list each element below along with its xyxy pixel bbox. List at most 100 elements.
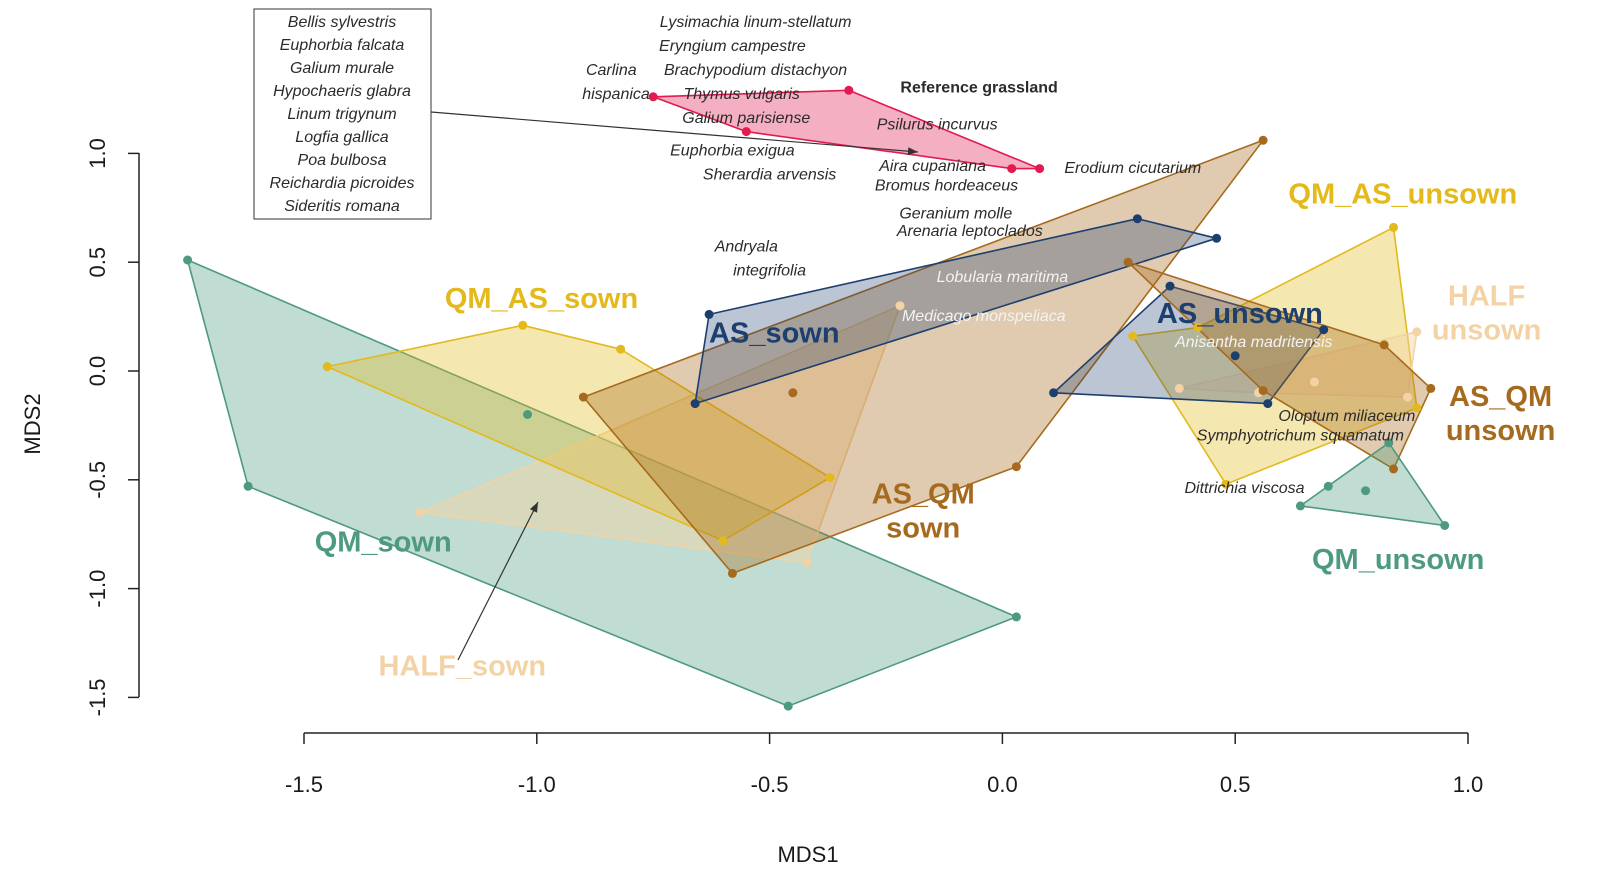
species-box-item-sideritis-romana: Sideritis romana bbox=[284, 198, 400, 215]
qm-sown-point-2 bbox=[783, 701, 793, 711]
as-unsown-point-1 bbox=[1165, 281, 1175, 291]
as-sown-label: AS_sown bbox=[709, 318, 840, 350]
qm-sown-point-4 bbox=[523, 410, 532, 419]
y-axis-title: MDS2 bbox=[20, 393, 45, 454]
species-box-item-galium-murale: Galium murale bbox=[290, 60, 394, 77]
species-box-item-reichardia-picroides: Reichardia picroides bbox=[270, 175, 415, 192]
x-tick-label-0: -1.5 bbox=[285, 772, 323, 797]
species-label-aira-cupaniana: Aira cupaniana bbox=[878, 158, 986, 175]
half-unsown-point-0 bbox=[1412, 327, 1422, 337]
half-sown-point-2 bbox=[895, 301, 905, 311]
group-points bbox=[183, 85, 1450, 711]
qm-sown-label: QM_sown bbox=[315, 527, 452, 559]
species-label-sherardia-arvensis: Sherardia arvensis bbox=[703, 167, 836, 184]
half-sown-point-1 bbox=[802, 558, 812, 567]
qm-as-unsown-point-2 bbox=[1221, 479, 1231, 489]
species-label-lobularia-maritima: Lobularia maritima bbox=[937, 269, 1069, 286]
x-tick-label-4: 0.5 bbox=[1220, 772, 1251, 797]
qm-sown-point-1 bbox=[243, 481, 253, 491]
species-label-euphorbia-exigua: Euphorbia exigua bbox=[670, 143, 795, 160]
species-box-arrow bbox=[430, 111, 919, 153]
as-sown-point-2 bbox=[1212, 233, 1222, 243]
species-box: Bellis sylvestris Euphorbia falcata Galium… bbox=[253, 8, 432, 220]
qm-unsown-point-3 bbox=[1323, 481, 1333, 491]
y-tick-label-5: 1.0 bbox=[85, 138, 110, 169]
as-qm-unsown-point-4 bbox=[1258, 386, 1268, 396]
x-ticks: -1.5 -1.0 -0.5 0.0 0.5 1.0 bbox=[285, 733, 1483, 797]
as-qm-unsown-hull bbox=[1127, 261, 1432, 470]
species-label-andryala: Andryala bbox=[714, 238, 778, 255]
y-tick-label-4: 0.5 bbox=[85, 247, 110, 278]
qm-as-sown-hull bbox=[326, 324, 831, 542]
species-labels: Lysimachia linum-stellatum Eryngium campe… bbox=[582, 14, 1415, 497]
species-box-item-poa-bulbosa: Poa bulbosa bbox=[298, 152, 387, 169]
reference-grassland-point-2 bbox=[1035, 164, 1045, 174]
species-label-eryngium-campestre: Eryngium campestre bbox=[659, 38, 806, 55]
x-tick-label-2: -0.5 bbox=[751, 772, 789, 797]
species-label-anisantha-madritensis: Anisantha madritensis bbox=[1174, 334, 1332, 351]
y-tick-label-3: 0.0 bbox=[85, 356, 110, 387]
species-label-bromus-hordeaceus: Bromus hordeaceus bbox=[875, 177, 1018, 194]
species-label-galium-parisiense: Galium parisiense bbox=[682, 110, 810, 127]
as-sown-point-3 bbox=[690, 399, 700, 409]
qm-as-unsown-hull bbox=[1132, 226, 1418, 486]
qm-unsown-point-4 bbox=[1361, 486, 1371, 496]
as-qm-sown-point-1 bbox=[1258, 135, 1268, 145]
species-label-integrifolia: integrifolia bbox=[733, 262, 806, 279]
qm-unsown-label: QM_unsown bbox=[1312, 544, 1484, 576]
half-sown-arrow-head bbox=[529, 502, 538, 513]
x-tick-label-1: -1.0 bbox=[518, 772, 556, 797]
x-axis-title: MDS1 bbox=[777, 842, 838, 867]
species-box-item-linum-trigynum: Linum trigynum bbox=[287, 106, 396, 123]
species-box-item-bellis-sylvestris: Bellis sylvestris bbox=[288, 14, 396, 31]
qm-as-unsown-label: QM_AS_unsown bbox=[1288, 178, 1517, 210]
as-unsown-point-4 bbox=[1230, 351, 1240, 361]
as-qm-sown-point-2 bbox=[1011, 462, 1021, 472]
species-label-symphyotrichum-squamatum: Symphyotrichum squamatum bbox=[1197, 428, 1404, 445]
species-box-item-logfia-gallica: Logfia gallica bbox=[295, 129, 389, 146]
group-labels: QM_sown HALF_sown QM_AS_sown AS_sown AS_QMso… bbox=[315, 178, 1556, 682]
qm-unsown-point-2 bbox=[1384, 438, 1394, 448]
y-ticks: -1.5 -1.0 -0.5 0.0 0.5 1.0 bbox=[85, 138, 139, 716]
species-label-oloptum-miliaceum: Oloptum miliaceum bbox=[1278, 408, 1415, 425]
qm-as-unsown-point-1 bbox=[1412, 403, 1422, 413]
qm-as-sown-point-0 bbox=[322, 362, 332, 372]
group-hulls bbox=[186, 89, 1446, 707]
as-sown-point-1 bbox=[1132, 214, 1142, 224]
half-unsown-point-1 bbox=[1174, 383, 1184, 393]
species-label-brachypodium-distachyon: Brachypodium distachyon bbox=[664, 62, 847, 79]
qm-as-unsown-point-4 bbox=[1193, 323, 1203, 332]
qm-as-sown-point-1 bbox=[518, 320, 528, 330]
species-box-item-euphorbia-falcata: Euphorbia falcata bbox=[280, 37, 405, 54]
reference-grassland-point-3 bbox=[1007, 164, 1017, 174]
y-tick-label-0: -1.5 bbox=[85, 678, 110, 716]
species-box-item-hypochaeris-glabra: Hypochaeris glabra bbox=[273, 83, 411, 100]
half-sown-point-0 bbox=[415, 507, 425, 517]
as-qm-unsown-point-3 bbox=[1389, 464, 1398, 474]
reference-grassland-point-4 bbox=[741, 127, 751, 137]
as-qm-sown-point-3 bbox=[727, 568, 737, 578]
as-qm-unsown-point-0 bbox=[1123, 257, 1133, 267]
as-qm-unsown-label-line-1: unsown bbox=[1446, 415, 1556, 447]
reference-grassland-label: Reference grassland bbox=[900, 80, 1057, 97]
half-unsown-point-3 bbox=[1309, 377, 1319, 387]
as-qm-unsown-point-2 bbox=[1426, 383, 1436, 393]
species-label-arenaria-leptoclados: Arenaria leptoclados bbox=[896, 223, 1043, 240]
qm-unsown-hull bbox=[1299, 441, 1446, 527]
reference-grassland-point-0 bbox=[648, 92, 658, 102]
species-label-medicago-monspeliaca: Medicago monspeliaca bbox=[902, 308, 1066, 325]
species-box-frame bbox=[253, 8, 432, 220]
species-label-erodium-cicutarium: Erodium cicutarium bbox=[1064, 160, 1201, 177]
half-unsown-label-line-0: HALF bbox=[1448, 281, 1525, 313]
qm-unsown-point-0 bbox=[1295, 501, 1305, 511]
qm-as-sown-point-4 bbox=[718, 536, 728, 546]
as-qm-sown-point-4 bbox=[788, 388, 798, 398]
species-box-arrow-head bbox=[907, 147, 918, 156]
x-tick-label-3: 0.0 bbox=[987, 772, 1018, 797]
half-unsown-point-4 bbox=[1403, 392, 1412, 402]
qm-as-sown-point-2 bbox=[616, 344, 626, 354]
species-label-carlina: Carlina bbox=[586, 62, 637, 79]
qm-as-sown-label: QM_AS_sown bbox=[445, 283, 638, 315]
y-tick-label-1: -1.0 bbox=[85, 570, 110, 608]
species-label-geranium-molle: Geranium molle bbox=[899, 206, 1012, 223]
